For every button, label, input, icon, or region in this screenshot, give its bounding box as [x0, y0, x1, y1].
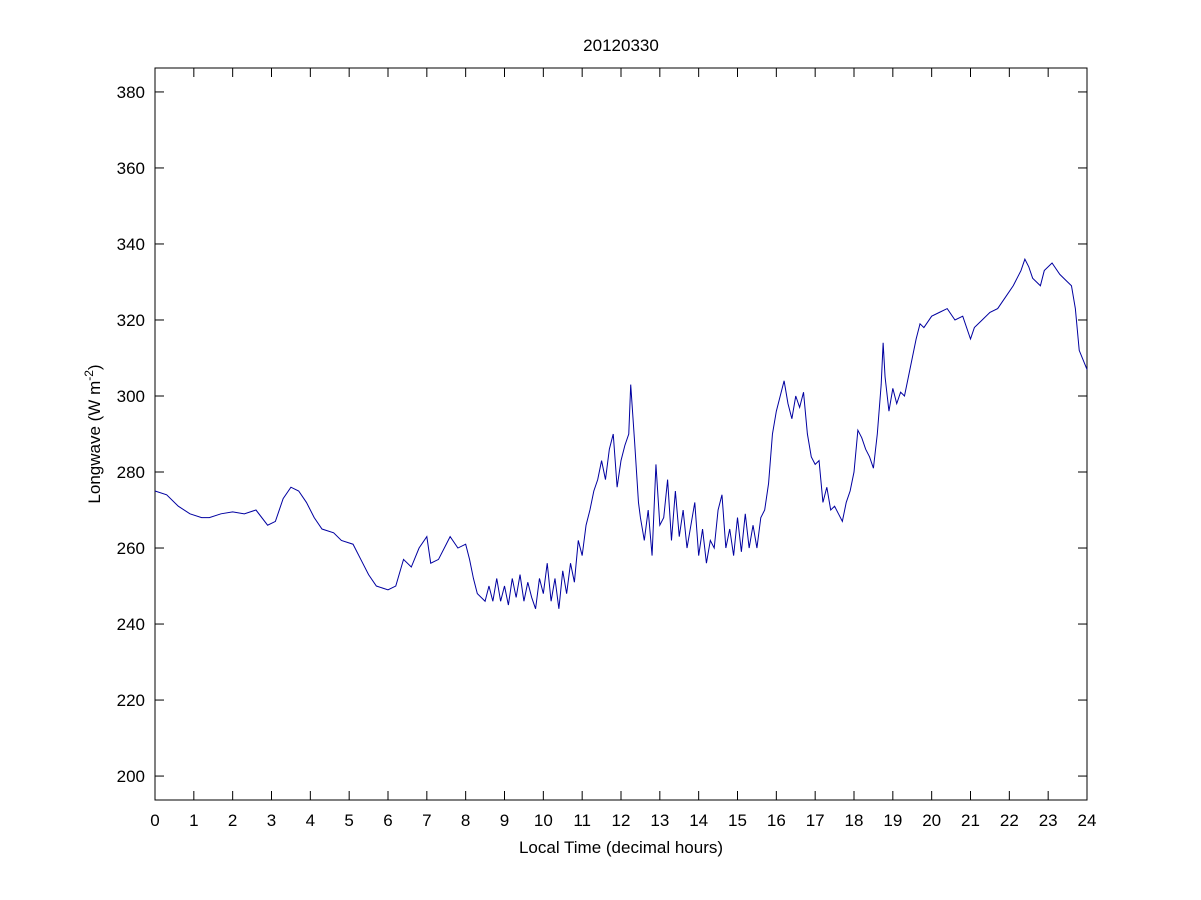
x-tick-label: 3 — [267, 811, 276, 830]
x-tick-label: 0 — [150, 811, 159, 830]
y-tick-label: 260 — [117, 539, 145, 558]
x-tick-label: 4 — [306, 811, 315, 830]
y-tick-label: 300 — [117, 387, 145, 406]
y-label-end: ) — [85, 364, 104, 370]
x-tick-label: 7 — [422, 811, 431, 830]
x-tick-label: 5 — [344, 811, 353, 830]
x-tick-label: 12 — [612, 811, 631, 830]
y-tick-label: 200 — [117, 767, 145, 786]
x-tick-label: 8 — [461, 811, 470, 830]
x-tick-label: 1 — [189, 811, 198, 830]
x-tick-label: 13 — [650, 811, 669, 830]
x-tick-label: 18 — [845, 811, 864, 830]
y-label-text: Longwave (W m — [85, 381, 104, 504]
x-tick-label: 17 — [806, 811, 825, 830]
y-tick-label: 380 — [117, 83, 145, 102]
x-tick-label: 23 — [1039, 811, 1058, 830]
x-tick-label: 9 — [500, 811, 509, 830]
y-tick-label: 340 — [117, 235, 145, 254]
y-tick-label: 360 — [117, 159, 145, 178]
y-tick-label: 320 — [117, 311, 145, 330]
y-tick-label: 220 — [117, 691, 145, 710]
y-tick-label: 240 — [117, 615, 145, 634]
x-tick-label: 21 — [961, 811, 980, 830]
x-tick-label: 20 — [922, 811, 941, 830]
x-tick-label: 10 — [534, 811, 553, 830]
x-tick-label: 14 — [689, 811, 708, 830]
chart-title: 20120330 — [583, 36, 659, 55]
plot-frame — [154, 67, 1088, 801]
x-tick-label: 16 — [767, 811, 786, 830]
y-axis-label: Longwave (W m-2) — [82, 364, 104, 503]
x-tick-label: 11 — [573, 811, 591, 830]
x-axis-label: Local Time (decimal hours) — [519, 838, 723, 857]
x-tick-label: 24 — [1078, 811, 1097, 830]
y-label-sup: -2 — [82, 370, 96, 381]
x-tick-label: 6 — [383, 811, 392, 830]
x-tick-label: 15 — [728, 811, 747, 830]
data-line — [154, 257, 1088, 609]
x-tick-label: 19 — [883, 811, 902, 830]
y-tick-label: 280 — [117, 463, 145, 482]
x-tick-label: 22 — [1000, 811, 1019, 830]
x-tick-label: 2 — [228, 811, 237, 830]
